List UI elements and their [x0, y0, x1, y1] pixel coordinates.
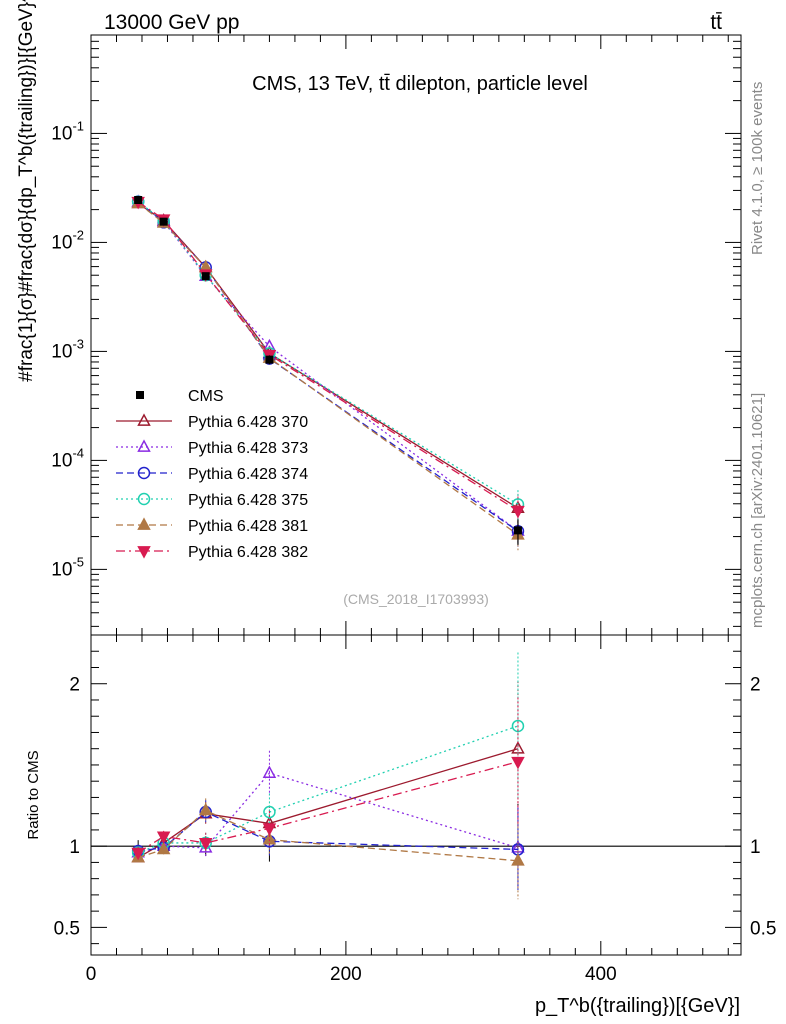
legend-label: Pythia 6.428 382: [188, 544, 308, 561]
ratio-series-pythia-6-428-375: [131, 652, 525, 859]
legend-item: Pythia 6.428 375: [116, 492, 308, 509]
legend-item: Pythia 6.428 370: [116, 413, 308, 431]
analysis-watermark: (CMS_2018_I1703993): [343, 591, 489, 607]
legend-label: Pythia 6.428 374: [188, 466, 308, 483]
ratio-y-tick-label-right: 0.5: [750, 918, 776, 939]
x-tick-label: 0: [86, 964, 97, 985]
chart-title: CMS, 13 TeV, tt̄ dilepton, particle leve…: [252, 73, 588, 95]
ratio-line: [137, 809, 519, 862]
legend-marker: [137, 492, 151, 506]
ratio-point: [131, 847, 145, 861]
y-tick-label: 10-5: [51, 554, 84, 580]
ratio-point: [262, 765, 277, 778]
legend-marker: [136, 391, 144, 399]
legend-item: Pythia 6.428 382: [116, 544, 308, 561]
ratio-y-tick-label: 0.5: [54, 918, 80, 939]
mcplots-label: mcplots.cern.ch [arXiv:2401.10621]: [749, 393, 766, 628]
legend-marker: [137, 546, 151, 559]
ratio-line: [137, 761, 519, 854]
series-line: [137, 201, 519, 505]
ratio-series-pythia-6-428-374: [131, 800, 525, 891]
series-line: [137, 202, 519, 536]
x-tick-label: 200: [330, 964, 362, 985]
legend-label: Pythia 6.428 381: [188, 518, 308, 535]
y-tick-label: 10-1: [51, 118, 84, 144]
main-series-group: [131, 194, 525, 551]
legend-item-cms: CMS: [136, 388, 224, 405]
ratio-series-pythia-6-428-373: [131, 750, 525, 890]
ratio-y-tick-label: 1: [69, 837, 80, 858]
ratio-point: [156, 841, 171, 855]
ratio-point: [511, 853, 525, 866]
legend-item: Pythia 6.428 373: [116, 439, 308, 457]
ratio-y-tick-label-right: 1: [750, 837, 761, 858]
ratio-y-tick-label-right: 2: [750, 675, 761, 696]
legend-marker: [137, 466, 151, 480]
ratio-series-group: [91, 652, 741, 900]
legend-label: CMS: [188, 388, 224, 405]
y-tick-label: 10-2: [51, 227, 84, 253]
series-line: [137, 201, 519, 512]
ratio-y-tick-label: 2: [69, 675, 80, 696]
ratio-y-label: Ratio to CMS: [25, 750, 42, 839]
ratio-line: [137, 725, 519, 854]
legend-marker: [137, 517, 151, 530]
energy-label: 13000 GeV pp: [104, 11, 239, 34]
process-label: tt̄: [710, 11, 722, 34]
legend: CMS Pythia 6.428 370 Pythia 6.428 373 Pythi…: [116, 388, 308, 561]
ratio-point: [262, 823, 277, 836]
series-point: [511, 505, 525, 519]
legend-label: Pythia 6.428 375: [188, 492, 308, 509]
legend-marker: [137, 413, 151, 426]
y-tick-label: 10-4: [51, 445, 84, 471]
series-cms-data: [134, 196, 522, 545]
ratio-axis-ticks: 2 2 1 1 0.5 0.5 0 200 400: [54, 635, 776, 985]
data-point: [265, 355, 274, 364]
legend-marker: [137, 439, 151, 452]
series-line: [137, 202, 519, 509]
legend-label: Pythia 6.428 373: [188, 440, 308, 457]
ratio-series-pythia-6-428-381: [131, 798, 525, 900]
x-axis-label: p_T^b({trailing})[{GeV}]: [535, 995, 740, 1017]
data-point: [513, 526, 522, 535]
main-panel: CMS, 13 TeV, tt̄ dilepton, particle leve…: [16, 0, 742, 636]
ratio-series-pythia-6-428-370: [131, 681, 525, 864]
y-axis-label: #frac{1}{σ}#frac{dσ}{dp_T^b({trailing})}…: [16, 0, 37, 382]
data-point: [134, 196, 143, 205]
main-axis-ticks: 10-1 10-2 10-3 10-4 10-5: [51, 34, 741, 635]
rivet-version-label: Rivet 4.1.0, ≥ 100k events: [749, 82, 766, 255]
legend-label: Pythia 6.428 370: [188, 414, 308, 431]
legend-item: Pythia 6.428 374: [116, 466, 308, 483]
ratio-point: [198, 838, 213, 851]
y-tick-label: 10-3: [51, 336, 84, 362]
legend-item: Pythia 6.428 381: [116, 517, 308, 535]
ratio-point: [198, 802, 213, 816]
ratio-point: [156, 831, 171, 845]
x-tick-label: 400: [585, 964, 617, 985]
data-point: [159, 217, 168, 226]
ratio-series-pythia-6-428-382: [131, 697, 525, 861]
ratio-point: [263, 805, 276, 819]
data-point: [201, 272, 210, 281]
ratio-frame: [90, 634, 742, 956]
ratio-point: [511, 756, 525, 770]
